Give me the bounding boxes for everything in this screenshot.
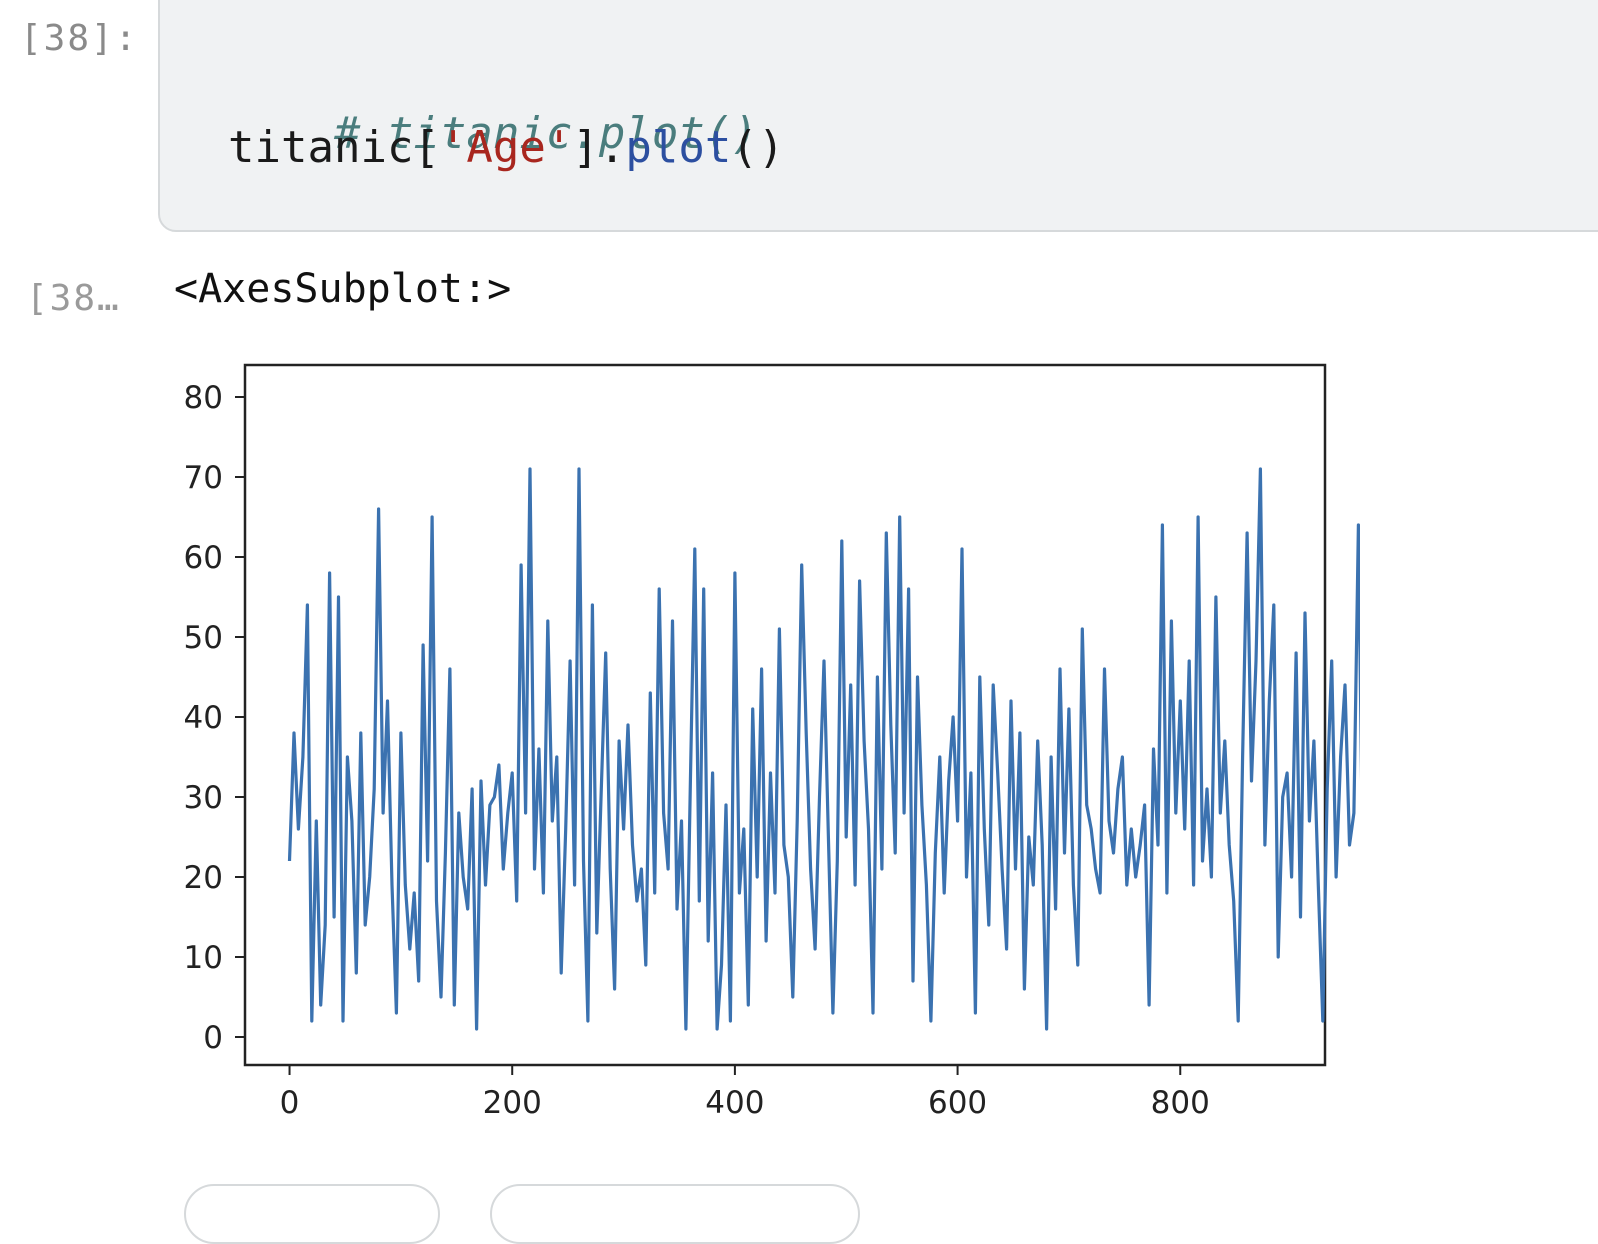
input-prompt: [38]: [20,18,139,59]
code-string-token: 'Age' [439,122,573,173]
code-cell-editor[interactable]: # titanic.plot() titanic['Age'].plot() [158,0,1598,232]
code-comment-token: # titanic.plot() [333,108,758,159]
age-series-line [287,467,1360,1031]
y-tick-label: 0 [203,1020,223,1056]
code-object-token: titanic[ [228,122,440,173]
y-tick-label: 40 [184,700,223,736]
x-tick-label: 0 [280,1085,300,1121]
plot-frame [243,363,1327,1067]
y-tick-label: 30 [184,780,223,816]
x-tick-label: 800 [1151,1085,1210,1121]
y-tick-label: 20 [184,860,223,896]
code-method-token: plot [625,122,732,173]
output-repr-text: <AxesSubplot:> [174,266,512,312]
y-tick-label: 70 [184,460,223,496]
code-line-plot-call: titanic['Age'].plot() [228,122,784,173]
x-tick-label: 200 [483,1085,542,1121]
code-line-comment: # titanic.plot() [228,57,758,210]
code-punct-token: ]. [572,122,626,173]
output-toolbar-pill-right[interactable] [490,1184,860,1244]
y-tick-label: 10 [184,940,223,976]
output-prompt: [38… [26,278,121,319]
y-tick-label: 50 [184,620,223,656]
x-tick-label: 600 [928,1085,987,1121]
x-tick-label: 400 [705,1085,764,1121]
output-toolbar-pill-left[interactable] [184,1184,440,1244]
y-tick-label: 60 [184,540,223,576]
y-tick-label: 80 [184,380,223,416]
code-paren-token: () [731,122,785,173]
